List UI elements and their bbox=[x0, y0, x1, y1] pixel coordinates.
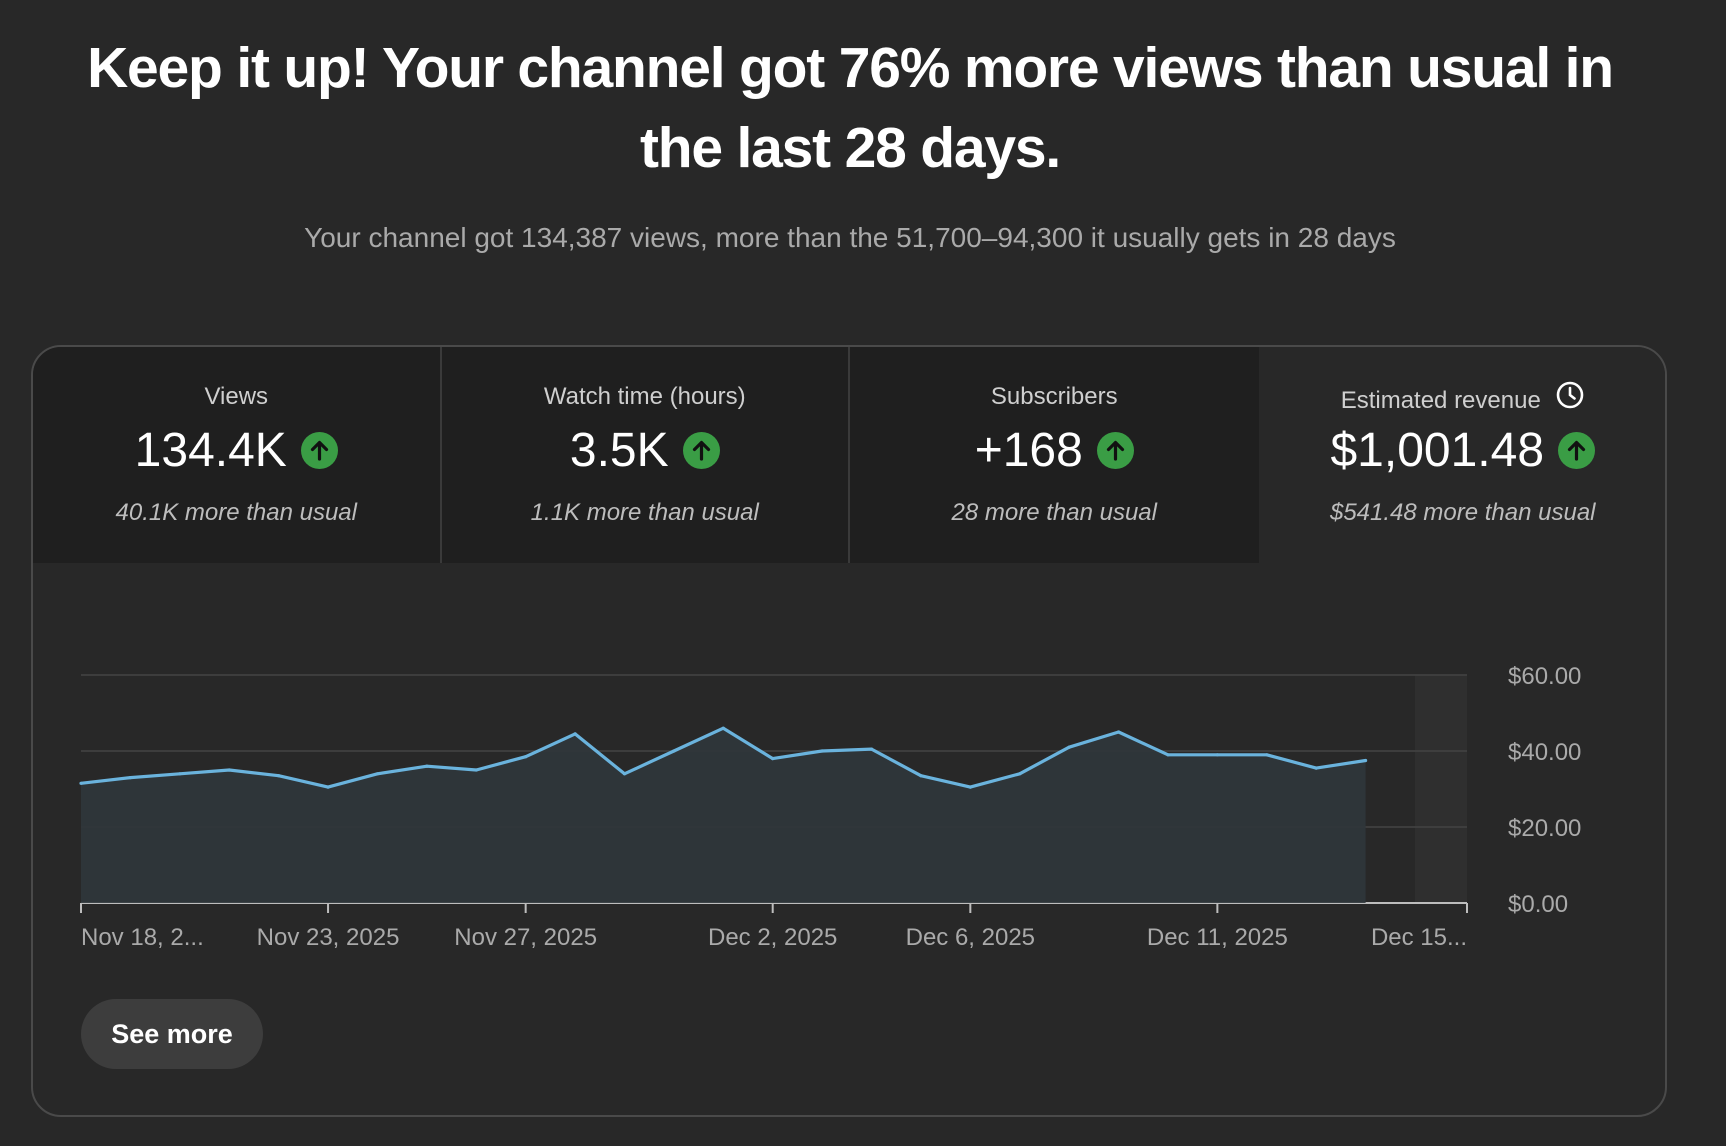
data-point bbox=[1314, 766, 1318, 770]
tab-value: 3.5K bbox=[569, 424, 669, 477]
x-tick-label: Dec 15... bbox=[1371, 924, 1467, 951]
data-point bbox=[721, 726, 725, 730]
tab-watch-time[interactable]: Watch time (hours) 3.5K 1.1K more than u… bbox=[441, 347, 850, 563]
data-point bbox=[1363, 758, 1368, 763]
y-tick-label: $0.00 bbox=[1508, 891, 1568, 918]
y-tick-label: $40.00 bbox=[1508, 739, 1581, 766]
data-point bbox=[968, 785, 972, 789]
tab-title: Views bbox=[204, 383, 269, 410]
x-tick-label: Dec 2, 2025 bbox=[708, 924, 837, 951]
tab-delta: 40.1K more than usual bbox=[115, 499, 358, 526]
data-point bbox=[128, 776, 133, 780]
clock-icon[interactable] bbox=[1555, 380, 1585, 417]
tab-title: Estimated revenue bbox=[1340, 386, 1541, 414]
data-point bbox=[820, 749, 824, 753]
data-point bbox=[178, 772, 182, 776]
tab-delta: 28 more than usual bbox=[951, 499, 1157, 526]
metric-tabs: Views 134.4K 40.1K more than usual Watch… bbox=[33, 347, 1666, 563]
y-tick-label: $20.00 bbox=[1508, 815, 1581, 842]
data-point bbox=[1067, 745, 1071, 749]
x-tick-label: Dec 11, 2025 bbox=[1147, 924, 1288, 951]
data-point bbox=[326, 785, 330, 789]
data-point bbox=[1018, 772, 1022, 776]
data-point bbox=[622, 772, 627, 776]
x-tick-label: Nov 23, 2025 bbox=[257, 924, 400, 951]
arrow-up-icon bbox=[300, 432, 338, 469]
tab-value: 134.4K bbox=[134, 424, 287, 477]
x-tick-label: Nov 27, 2025 bbox=[454, 924, 597, 951]
page-headline: Keep it up! Your channel got 76% more vi… bbox=[87, 36, 1614, 180]
data-point bbox=[573, 732, 577, 736]
data-point bbox=[1166, 753, 1170, 757]
data-point bbox=[919, 774, 923, 778]
data-point bbox=[672, 749, 676, 753]
data-point bbox=[474, 768, 478, 772]
data-point bbox=[1265, 753, 1269, 757]
revenue-line-chart: $0.00 $20.00 $40.00 $60.00 Nov 18, 2... Nov 2… bbox=[79, 663, 1581, 951]
tab-subscribers[interactable]: Subscribers +168 28 more than usual bbox=[850, 347, 1259, 563]
tab-title: Watch time (hours) bbox=[543, 383, 746, 410]
data-point bbox=[79, 781, 83, 785]
tab-views[interactable]: Views 134.4K 40.1K more than usual bbox=[33, 347, 442, 563]
x-tick-label: Dec 6, 2025 bbox=[906, 924, 1035, 951]
data-point bbox=[227, 768, 231, 772]
arrow-up-icon bbox=[1096, 432, 1134, 469]
arrow-up-icon bbox=[1558, 432, 1596, 469]
data-point bbox=[277, 774, 281, 778]
data-point bbox=[425, 764, 429, 768]
partial-data-band bbox=[1415, 675, 1467, 903]
tab-delta: 1.1K more than usual bbox=[530, 499, 759, 526]
x-tick-label: Nov 18, 2... bbox=[81, 924, 204, 951]
revenue-area bbox=[81, 728, 1366, 903]
tab-value: +168 bbox=[974, 424, 1083, 477]
page-subheadline: Your channel got 134,387 views, more tha… bbox=[304, 222, 1396, 253]
data-point bbox=[524, 755, 528, 759]
data-point bbox=[771, 757, 775, 761]
analytics-card: $0.00 $20.00 $40.00 $60.00 Nov 18, 2... Nov 2… bbox=[31, 345, 1667, 1117]
data-point bbox=[1116, 730, 1121, 734]
arrow-up-icon bbox=[682, 432, 720, 469]
tab-delta: $541.48 more than usual bbox=[1329, 499, 1596, 526]
data-point bbox=[869, 747, 874, 751]
tab-value: $1,001.48 bbox=[1330, 424, 1545, 477]
tab-title: Subscribers bbox=[990, 383, 1118, 410]
tab-estimated-revenue[interactable]: Estimated revenue $1,001.48 $541.48 more… bbox=[1258, 347, 1666, 563]
tab-title-row: Estimated revenue bbox=[1259, 380, 1666, 420]
data-point bbox=[1215, 753, 1219, 757]
y-tick-label: $60.00 bbox=[1508, 663, 1581, 690]
data-point bbox=[375, 772, 380, 776]
see-more-button[interactable]: See more bbox=[81, 999, 263, 1069]
